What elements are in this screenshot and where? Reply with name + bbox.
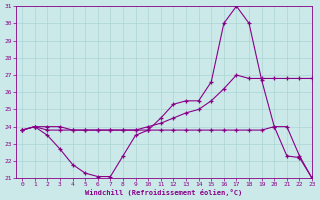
X-axis label: Windchill (Refroidissement éolien,°C): Windchill (Refroidissement éolien,°C) <box>85 189 243 196</box>
